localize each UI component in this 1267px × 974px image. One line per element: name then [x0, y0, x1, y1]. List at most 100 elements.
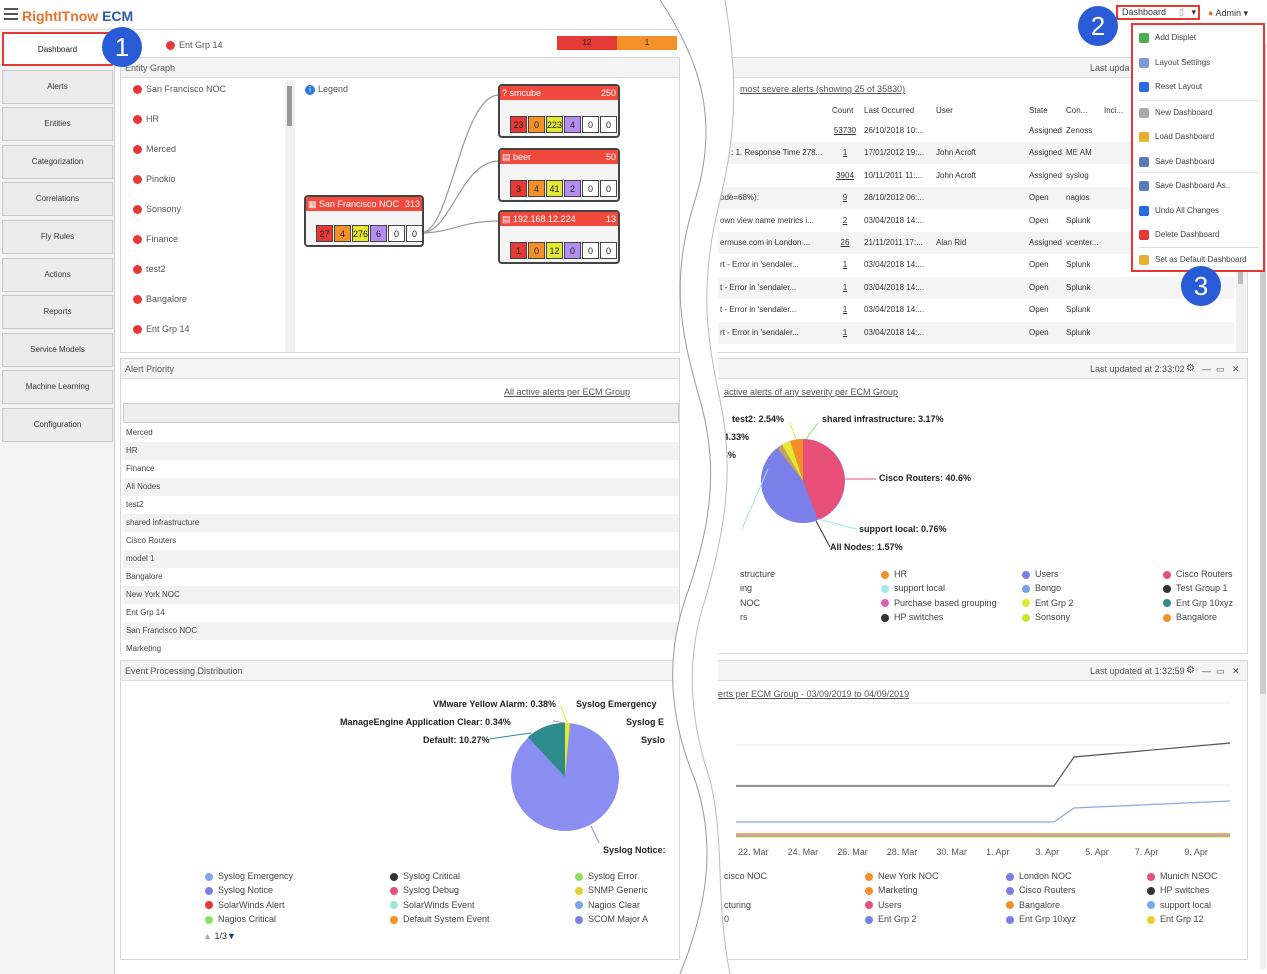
table-row[interactable]: 3904 10/11/2011 11:... John Acroft Assigned…: [718, 164, 1234, 187]
count-link[interactable]: 1: [842, 305, 848, 315]
legend-item[interactable]: support local: [1147, 900, 1211, 910]
child-node[interactable]: ▤ 192.168.12.224 13 1 0 12 0 0 0: [498, 210, 620, 264]
column-header[interactable]: Inci...: [1104, 106, 1124, 115]
legend-item[interactable]: Marketing: [865, 885, 918, 895]
legend-item[interactable]: support local: [881, 583, 945, 593]
legend-item[interactable]: SolarWinds Event: [390, 900, 475, 910]
legend-item[interactable]: Sonsony: [1022, 612, 1070, 622]
count-link[interactable]: 1: [842, 148, 848, 158]
legend-item[interactable]: Syslog Emergency: [205, 871, 293, 881]
menu-item-delete-dashboard[interactable]: Delete Dashboard: [1139, 228, 1219, 242]
sidebar-item-dashboard[interactable]: Dashboard: [2, 32, 113, 66]
entity-list-item[interactable]: Ent Grp 14: [133, 324, 190, 335]
legend-item[interactable]: Syslog Notice: [205, 885, 273, 895]
scrollbar[interactable]: [285, 80, 295, 352]
sidebar-item-fly-rules[interactable]: Fly Rules: [2, 220, 113, 254]
table-row[interactable]: New York NOC: [123, 586, 679, 604]
count-link[interactable]: 2: [842, 215, 848, 225]
sidebar-item-reports[interactable]: Reports: [2, 295, 113, 330]
table-row[interactable]: own view name metrics i... 2 03/04/2018 14…: [718, 209, 1234, 232]
legend-item[interactable]: Bangalore: [1163, 612, 1217, 622]
legend-item[interactable]: SNMP Generic: [575, 885, 648, 895]
minimize-icon[interactable]: —: [1202, 666, 1211, 676]
legend-item[interactable]: Users: [865, 900, 902, 910]
count-link[interactable]: 1: [842, 260, 848, 270]
gear-icon[interactable]: ⚙: [1186, 665, 1195, 676]
table-row[interactable]: rt - Error in 'sendaler... 1 03/04/2018 14…: [718, 321, 1234, 344]
sidebar-item-correlations[interactable]: Correlations: [2, 182, 113, 217]
user-menu[interactable]: ● Admin ▾: [1208, 8, 1248, 18]
legend-item[interactable]: Syslog Error: [575, 871, 638, 881]
count-link[interactable]: 53730: [833, 126, 857, 135]
severity-link[interactable]: active alerts of any severity per ECM Gr…: [724, 387, 899, 397]
alert-priority-link[interactable]: All active alerts per ECM Group: [504, 387, 631, 397]
page-scrollbar[interactable]: [1260, 24, 1266, 969]
column-header[interactable]: Con...: [1066, 106, 1088, 115]
alerts-link[interactable]: most severe alerts (showing 25 of 35830): [740, 84, 906, 94]
legend-item[interactable]: Syslog Critical: [390, 871, 460, 881]
legend-item[interactable]: Purchase based grouping: [881, 598, 997, 608]
legend-item[interactable]: Cisco Routers: [1006, 885, 1076, 895]
count-link[interactable]: 1: [842, 282, 848, 292]
legend-item[interactable]: SolarWinds Alert: [205, 900, 285, 910]
sidebar-item-actions[interactable]: Actions: [2, 257, 113, 292]
count-link[interactable]: 9: [842, 193, 848, 203]
legend-item[interactable]: London NOC: [1006, 871, 1072, 881]
table-row[interactable]: shared infrastructure: [123, 514, 679, 532]
gear-icon[interactable]: ⚙: [1186, 363, 1195, 374]
legend-item[interactable]: Ent Grp 10xyz: [1163, 598, 1233, 608]
legend-item[interactable]: rs: [740, 612, 748, 623]
legend-item[interactable]: NOC: [740, 597, 760, 608]
table-row[interactable]: rt - Error in 'sendaler... 1 03/04/2018 14…: [718, 254, 1234, 277]
menu-item-save-dashboard-as[interactable]: Save Dashboard As..: [1139, 179, 1230, 193]
legend-item[interactable]: New York NOC: [865, 871, 939, 881]
legend-item[interactable]: ing: [740, 583, 753, 594]
table-row[interactable]: model 1: [123, 550, 679, 568]
legend-item[interactable]: Ent Grp 10xyz: [1006, 914, 1076, 924]
dashboard-select[interactable]: Dashboard ▯ ▾: [1116, 5, 1200, 20]
column-header[interactable]: State: [1029, 106, 1048, 115]
entity-list-item[interactable]: Sonsony: [133, 204, 181, 215]
close-icon[interactable]: ✕: [1232, 666, 1240, 676]
table-row[interactable]: San Francisco NOC: [123, 622, 679, 640]
table-row[interactable]: HR: [123, 442, 679, 460]
legend-item[interactable]: Munich NSOC: [1147, 871, 1218, 881]
root-node[interactable]: ▦ San Francisco NOC 313 27 4 276 6 0 0: [304, 195, 424, 247]
column-header[interactable]: Last Occurred: [864, 106, 915, 115]
count-link[interactable]: 26: [840, 238, 850, 247]
count-link[interactable]: 1: [842, 327, 848, 337]
table-row[interactable]: test2: [123, 496, 679, 514]
column-header[interactable]: User: [936, 106, 953, 115]
table-row[interactable]: ode=68%): 9 28/10/2012 06:... Open nagios: [718, 187, 1234, 210]
minimize-icon[interactable]: —: [1202, 364, 1211, 374]
legend-item[interactable]: cisco NOC: [724, 871, 768, 881]
table-row[interactable]: All Nodes: [123, 478, 679, 496]
sidebar-item-machine-learning[interactable]: Machine Learning: [2, 370, 113, 405]
legend-item[interactable]: Nagios Clear: [575, 900, 640, 910]
table-row[interactable]: ermuse.com in London ... 26 21/11/2011 17:…: [718, 232, 1234, 254]
child-node[interactable]: ? smcube 250 23 0 223 4 0 0: [498, 84, 620, 138]
child-node[interactable]: ▤ beer 50 3 4 41 2 0 0: [498, 148, 620, 202]
legend-item[interactable]: Ent Grp 2: [865, 914, 917, 924]
entity-list-item[interactable]: test2: [133, 264, 166, 275]
legend-item[interactable]: HP switches: [1147, 885, 1209, 895]
table-row[interactable]: 53730 26/10/2018 10:... Assigned Zenoss: [718, 120, 1234, 142]
menu-item-layout-settings[interactable]: Layout Settings: [1139, 56, 1210, 70]
entity-list-item[interactable]: Finance: [133, 234, 178, 245]
legend-item[interactable]: Cisco Routers: [1163, 569, 1233, 579]
entity-list-item[interactable]: Merced: [133, 144, 176, 155]
sidebar-item-alerts[interactable]: Alerts: [2, 69, 113, 104]
entity-list-item[interactable]: San Francisco NOC: [133, 84, 226, 95]
menu-item-reset-layout[interactable]: Reset Layout: [1139, 80, 1202, 94]
maximize-icon[interactable]: ▭: [1216, 364, 1225, 374]
legend-item[interactable]: Ent Grp 2: [1022, 598, 1074, 608]
legend-toggle[interactable]: i Legend: [305, 84, 348, 95]
menu-item-new-dashboard[interactable]: New Dashboard: [1139, 106, 1212, 120]
legend-item[interactable]: Bongo: [1022, 583, 1061, 593]
legend-item[interactable]: HP switches: [881, 612, 943, 622]
legend-item[interactable]: Default System Event: [390, 914, 490, 924]
table-row[interactable]: ne : 1. Response Time 278... 1 17/01/2012 …: [718, 142, 1234, 165]
legend-item[interactable]: HR: [881, 569, 907, 579]
table-row[interactable]: t - Error in 'sendaler... 1 03/04/2018 14:…: [718, 299, 1234, 322]
entity-list-item[interactable]: Bangalore: [133, 294, 187, 305]
